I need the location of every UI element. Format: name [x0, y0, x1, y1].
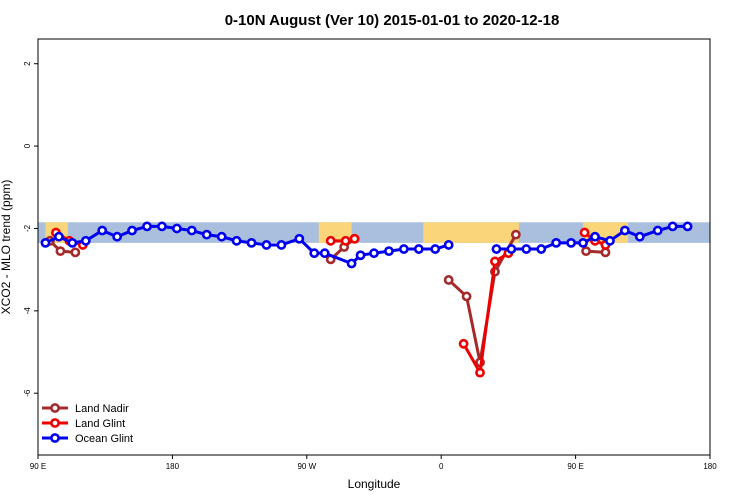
- ocean-glint-point: [667, 221, 678, 232]
- ocean-glint-point: [682, 221, 693, 232]
- ocean-glint-point: [54, 231, 64, 242]
- ocean-glint-point: [369, 248, 379, 259]
- ocean-glint-point: [127, 225, 137, 236]
- ocean-glint-point: [634, 231, 645, 242]
- ocean-glint-point: [80, 235, 91, 246]
- land-glint-point: [458, 338, 469, 349]
- ocean-glint-point: [319, 248, 330, 259]
- land-nadir-point: [461, 291, 472, 302]
- x-tick-label: 180: [166, 462, 180, 471]
- ocean-glint-point: [652, 225, 663, 236]
- ocean-glint-point: [521, 244, 532, 254]
- ocean-glint-point: [346, 258, 357, 269]
- ocean-glint-point: [231, 235, 242, 246]
- x-tick-label: 90 E: [567, 462, 583, 471]
- ocean-glint-point: [186, 225, 197, 236]
- legend-swatch-marker: [50, 403, 60, 413]
- land-glint-point: [349, 233, 360, 244]
- land-nadir-point: [55, 246, 66, 257]
- land-nadir-point: [581, 246, 591, 257]
- land-glint-point: [490, 256, 500, 267]
- ocean-glint-point: [619, 225, 630, 236]
- ocean-glint-point: [536, 244, 547, 254]
- ocean-glint-point: [246, 237, 257, 248]
- legend-swatch-marker: [50, 418, 60, 428]
- ocean-glint-point: [430, 244, 441, 254]
- legend-swatch-marker: [50, 433, 60, 443]
- land-glint-point: [340, 235, 351, 246]
- chart-title: 0-10N August (Ver 10) 2015-01-01 to 2020…: [225, 12, 560, 29]
- ocean-glint-point: [112, 231, 123, 242]
- ocean-glint-point: [142, 221, 152, 232]
- ocean-glint-point: [413, 244, 424, 254]
- ocean-glint-point: [506, 244, 517, 254]
- x-axis-label: Longitude: [348, 477, 401, 491]
- ocean-glint-point: [157, 221, 167, 232]
- ocean-glint-point: [276, 240, 287, 250]
- ocean-glint-point: [294, 233, 305, 244]
- ocean-glint-point: [355, 250, 366, 261]
- ocean-glint-point: [578, 237, 588, 248]
- legend-label: Land Glint: [75, 418, 125, 430]
- ocean-glint-point: [551, 237, 562, 248]
- series-ocean-glint: [40, 221, 693, 269]
- y-tick-label: 0: [23, 143, 32, 148]
- ocean-glint-point: [491, 244, 502, 254]
- ocean-glint-point: [443, 240, 454, 250]
- land-glint-point: [325, 235, 336, 246]
- land-glint-point: [475, 367, 485, 378]
- legend-item-land-glint: Land Glint: [42, 418, 125, 430]
- y-tick-label: -6: [23, 389, 32, 397]
- y-axis-label: XCO2 - MLO trend (ppm): [0, 180, 13, 315]
- ocean-glint-point: [67, 237, 78, 248]
- ocean-glint-point: [605, 235, 615, 246]
- x-tick-label: 180: [703, 462, 717, 471]
- x-tick-label: 90 W: [297, 462, 316, 471]
- ocean-glint-point: [566, 237, 577, 248]
- ocean-glint-point: [384, 246, 394, 257]
- legend: Land Nadir Land Glint Ocean Glint: [42, 403, 133, 445]
- land-nadir-point: [443, 275, 454, 285]
- ocean-glint-point: [216, 231, 227, 242]
- ocean-glint-point: [309, 248, 320, 259]
- ocean-glint-point: [171, 223, 182, 234]
- x-tick-label: 0: [439, 462, 444, 471]
- ocean-glint-point: [590, 231, 600, 242]
- land-glint-line-2: [462, 251, 510, 375]
- land-nadir-point: [510, 229, 521, 240]
- y-tick-label: 2: [23, 61, 32, 66]
- land-strip-2: [423, 222, 519, 243]
- y-tick-label: -2: [23, 224, 32, 232]
- ocean-glint-point: [261, 240, 272, 250]
- ocean-glint-point: [97, 225, 108, 236]
- ocean-glint-point: [201, 229, 212, 240]
- y-tick-label: -4: [23, 307, 32, 315]
- ocean-glint-point: [40, 237, 51, 248]
- y-axis: 2 0 -2 -4 -6: [23, 61, 38, 397]
- series-layer: [40, 221, 693, 378]
- legend-item-land-nadir: Land Nadir: [42, 403, 129, 415]
- ocean-glint-line-0: [44, 224, 450, 265]
- land-glint-point: [579, 227, 590, 238]
- x-tick-label: 90 E: [30, 462, 46, 471]
- ocean-glint-point: [398, 244, 409, 254]
- legend-label: Land Nadir: [75, 403, 129, 415]
- x-axis: 90 E 180 90 W 0 90 E 180: [30, 455, 717, 471]
- legend-label: Ocean Glint: [75, 433, 133, 445]
- land-nadir-point: [70, 247, 81, 258]
- legend-item-ocean-glint: Ocean Glint: [42, 433, 133, 445]
- plot-frame: [37, 38, 711, 456]
